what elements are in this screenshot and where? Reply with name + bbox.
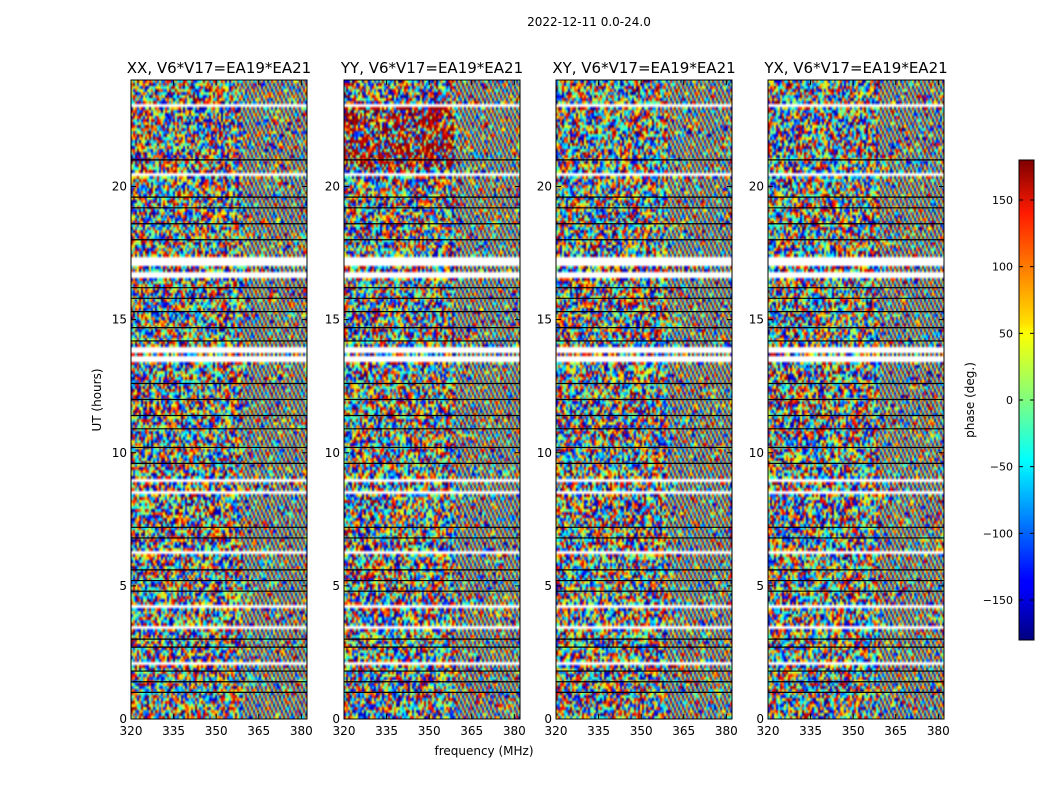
colorbar: 150 100 50 0 −50 −100 −150 phase (deg.) xyxy=(963,159,1035,641)
y-tick-label: 5 xyxy=(544,579,552,593)
colorbar-tick-label: 50 xyxy=(999,327,1013,340)
colorbar-tick-label: −150 xyxy=(983,594,1013,607)
x-tick-label: 350 xyxy=(630,724,653,738)
x-tick-label: 380 xyxy=(927,724,950,738)
x-tick-label: 380 xyxy=(715,724,738,738)
x-tick-label: 320 xyxy=(333,724,356,738)
y-tick-label: 15 xyxy=(749,313,764,327)
x-tick-label: 350 xyxy=(205,724,228,738)
x-tick-label: 335 xyxy=(799,724,822,738)
x-tick-label: 335 xyxy=(587,724,610,738)
colorbar-tick-label: 100 xyxy=(992,261,1013,274)
colorbar-tick-label: −50 xyxy=(990,461,1013,474)
y-tick-label: 15 xyxy=(112,313,127,327)
x-tick-label: 350 xyxy=(842,724,865,738)
x-tick-label: 380 xyxy=(290,724,313,738)
x-tick-label: 365 xyxy=(247,724,270,738)
y-tick-label: 20 xyxy=(112,180,127,194)
panel-title: YX, V6*V17=EA19*EA21 xyxy=(763,59,947,77)
figure-suptitle: 2022-12-11 0.0-24.0 xyxy=(527,15,651,29)
x-tick-label: 350 xyxy=(418,724,441,738)
y-axis-label: UT (hours) xyxy=(90,368,104,431)
x-axis-label: frequency (MHz) xyxy=(434,744,533,758)
colorbar-tick-label: 150 xyxy=(992,194,1013,207)
panel-frame xyxy=(767,79,945,720)
panel-frame xyxy=(555,79,733,720)
panel-1: XX, V6*V17=EA19*EA21 320 335 350 365 380 0 5 10 1… xyxy=(112,59,313,738)
y-tick-label: 20 xyxy=(537,180,552,194)
y-tick-label: 10 xyxy=(537,446,552,460)
y-tick-label: 0 xyxy=(332,712,340,726)
y-tick-label: 20 xyxy=(325,180,340,194)
panel-frame xyxy=(130,79,308,720)
y-tick-label: 5 xyxy=(756,579,764,593)
y-tick-label: 10 xyxy=(749,446,764,460)
panel-2: YY, V6*V17=EA19*EA21 320 335 350 365 380 0 5 10 1… xyxy=(325,59,526,738)
panel-frame xyxy=(343,79,521,720)
panel-4: YX, V6*V17=EA19*EA21 320 335 350 365 380 0 5 10 1… xyxy=(749,59,950,738)
y-tick-label: 0 xyxy=(544,712,552,726)
panel-title: XY, V6*V17=EA19*EA21 xyxy=(552,59,735,77)
panel-title: XX, V6*V17=EA19*EA21 xyxy=(127,59,311,77)
colorbar-ticks: 150 100 50 0 −50 −100 −150 xyxy=(983,194,1034,607)
x-tick-label: 335 xyxy=(162,724,185,738)
y-tick-label: 5 xyxy=(119,579,127,593)
x-tick-label: 335 xyxy=(375,724,398,738)
panels: XX, V6*V17=EA19*EA21 320 335 350 365 380 0 5 10 1… xyxy=(112,59,950,738)
x-tick-label: 380 xyxy=(503,724,526,738)
x-tick-label: 365 xyxy=(884,724,907,738)
colorbar-label: phase (deg.) xyxy=(963,362,977,438)
panel-3: XY, V6*V17=EA19*EA21 320 335 350 365 380 0 5 10 1… xyxy=(537,59,738,738)
y-tick-label: 15 xyxy=(537,313,552,327)
y-tick-label: 0 xyxy=(119,712,127,726)
colorbar-tick-label: 0 xyxy=(1006,394,1013,407)
x-tick-label: 320 xyxy=(757,724,780,738)
x-tick-label: 365 xyxy=(672,724,695,738)
y-tick-label: 15 xyxy=(325,313,340,327)
y-tick-label: 20 xyxy=(749,180,764,194)
y-tick-label: 10 xyxy=(112,446,127,460)
y-tick-label: 5 xyxy=(332,579,340,593)
x-tick-label: 365 xyxy=(460,724,483,738)
x-tick-label: 320 xyxy=(120,724,143,738)
panel-title: YY, V6*V17=EA19*EA21 xyxy=(340,59,523,77)
colorbar-tick-label: −100 xyxy=(983,527,1013,540)
x-tick-label: 320 xyxy=(545,724,568,738)
y-tick-label: 0 xyxy=(756,712,764,726)
y-tick-label: 10 xyxy=(325,446,340,460)
